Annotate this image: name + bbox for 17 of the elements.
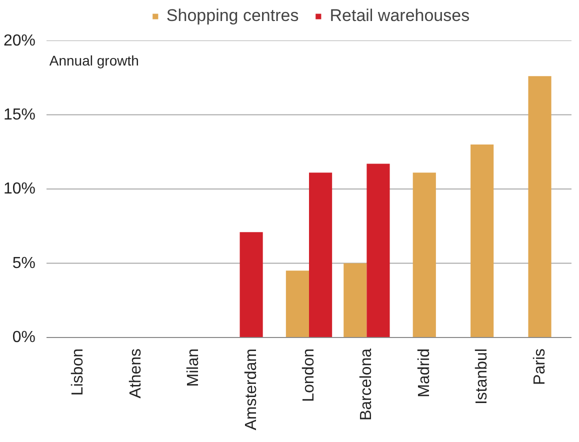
y-tick-label: 0% [12, 329, 36, 346]
y-tick-label: 20% [3, 32, 36, 50]
x-tick-label: Athens [127, 348, 144, 398]
x-tick-label: Istanbul [474, 348, 491, 405]
x-tick-label: Lisbon [70, 348, 87, 396]
legend-label: Retail warehouses [330, 6, 470, 26]
x-tick-label: London [300, 348, 318, 402]
x-tick-label: Paris [531, 348, 548, 385]
x-tick-label: Madrid [416, 348, 433, 398]
x-tick-label: Amsterdam [242, 348, 260, 430]
legend-label: Shopping centres [166, 6, 299, 26]
y-tick-label: 10% [3, 180, 36, 198]
x-tick-label: Barcelona [358, 348, 376, 421]
y-tick-label: 15% [3, 106, 36, 124]
annotation: Annual growth [49, 52, 139, 68]
x-tick-label: Milan [185, 348, 202, 387]
y-tick-label: 5% [12, 254, 36, 272]
